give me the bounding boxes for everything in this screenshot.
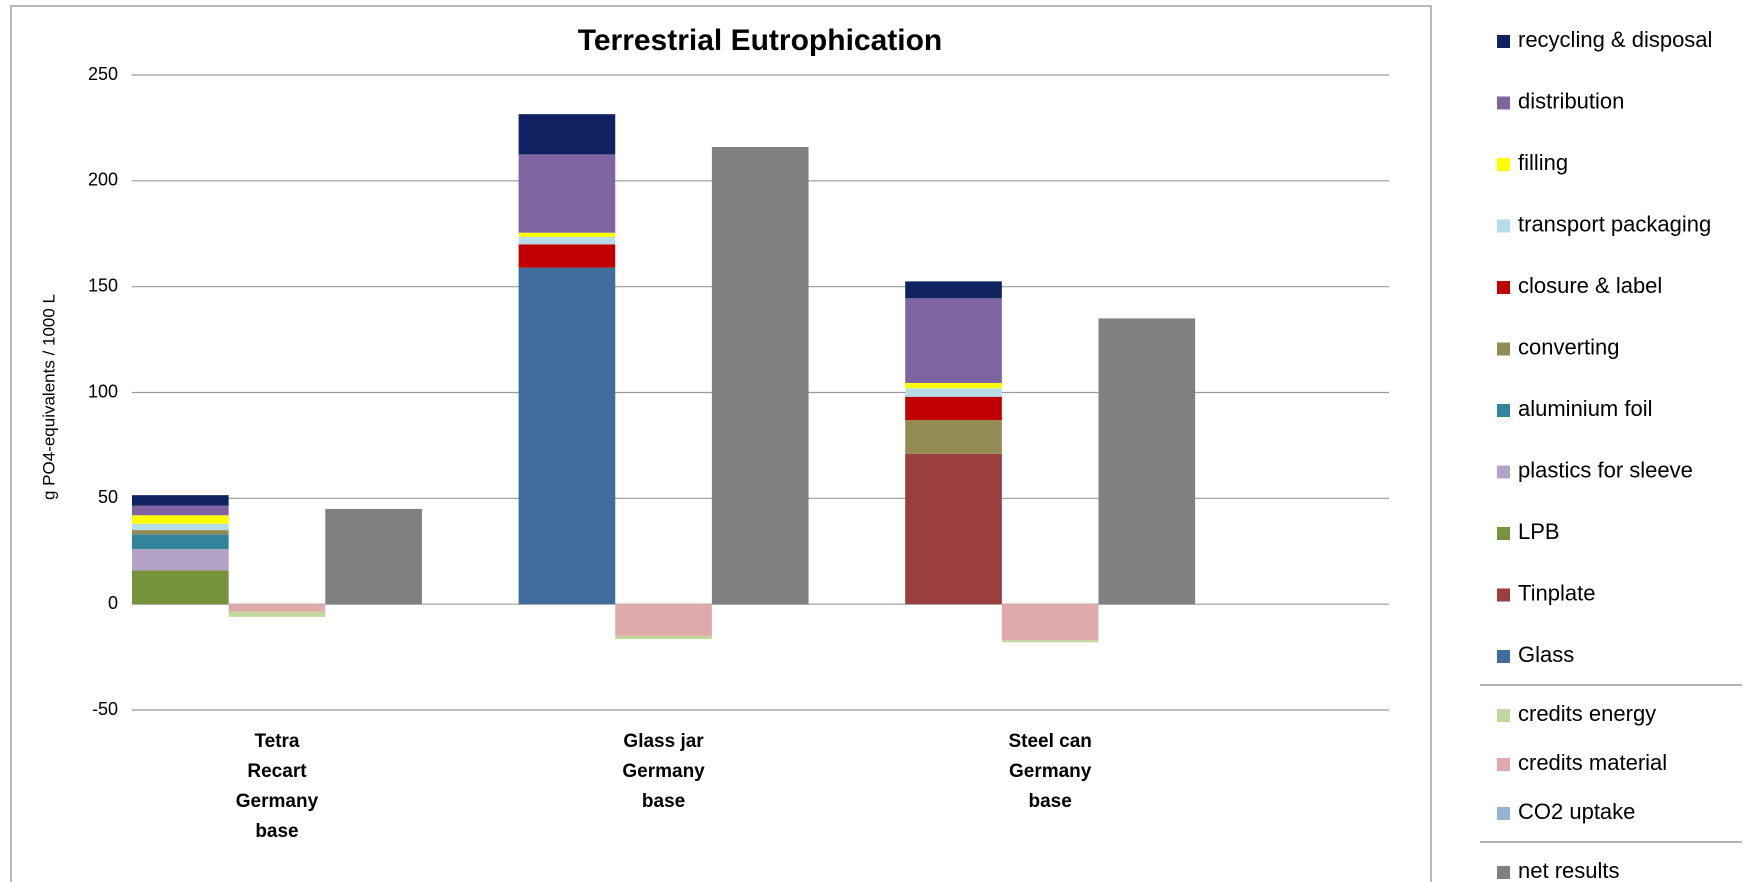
bar-segment — [518, 236, 616, 245]
legend-swatch — [1497, 342, 1510, 356]
bar-segment — [1001, 640, 1099, 643]
bar-segment — [518, 114, 616, 155]
bar-segment — [615, 604, 712, 636]
legend-swatch — [1497, 158, 1510, 171]
chart-border — [10, 5, 1432, 882]
legend-label: plastics for sleeve — [1518, 457, 1693, 482]
bar-segment — [132, 534, 229, 550]
bar-segment — [132, 515, 229, 524]
y-tick-label: 100 — [88, 381, 118, 401]
bar-segment — [518, 232, 616, 237]
x-tick-label: base — [642, 791, 685, 812]
legend-label: CO2 uptake — [1518, 799, 1635, 824]
x-tick-label: Steel can — [1008, 731, 1091, 752]
x-tick-label: Glass jar — [623, 731, 704, 752]
bar-segment — [132, 523, 229, 531]
chart-title: Terrestrial Eutrophication — [578, 24, 943, 57]
legend-label: converting — [1518, 334, 1620, 359]
legend-swatch — [1497, 219, 1510, 233]
y-tick-label: 200 — [88, 170, 118, 190]
legend-swatch — [1497, 96, 1510, 110]
bar-segment — [325, 508, 422, 605]
y-tick-label: -50 — [92, 699, 118, 719]
bar-segment — [518, 154, 616, 233]
legend-swatch — [1497, 807, 1510, 820]
legend-swatch — [1497, 588, 1510, 602]
x-tick-label: Germany — [1009, 761, 1092, 782]
x-tick-label: Germany — [236, 791, 319, 812]
bar-segment — [905, 453, 1002, 605]
y-tick-label: 50 — [98, 487, 118, 507]
bar-segment — [905, 388, 1002, 397]
legend-swatch — [1497, 650, 1510, 663]
legend-label: recycling & disposal — [1518, 27, 1712, 52]
legend-label: Tinplate — [1518, 580, 1595, 605]
legend-swatch — [1497, 465, 1510, 479]
bar-segment — [905, 420, 1002, 454]
bar-segment — [905, 382, 1002, 389]
legend-label: credits material — [1518, 750, 1667, 775]
legend-label: distribution — [1518, 88, 1624, 113]
bar-segment — [518, 267, 616, 605]
bar-segment — [132, 505, 229, 516]
legend-swatch — [1497, 281, 1510, 294]
legend-swatch — [1497, 709, 1510, 722]
bar-segment — [518, 244, 616, 268]
bar-segment — [1001, 604, 1099, 641]
legend-label: LPB — [1518, 519, 1560, 544]
bar-segment — [132, 530, 229, 535]
bar-segment — [615, 635, 712, 640]
y-tick-label: 150 — [88, 275, 118, 295]
bar-segment — [905, 281, 1002, 299]
legend-label: transport packaging — [1518, 211, 1711, 236]
x-tick-label: Recart — [247, 761, 307, 782]
legend-swatch — [1497, 404, 1510, 417]
bar-segment — [905, 298, 1002, 383]
bar-segment — [905, 396, 1002, 421]
legend-label: Glass — [1518, 642, 1574, 667]
bar-segment — [711, 146, 809, 605]
legend-label: aluminium foil — [1518, 396, 1653, 421]
x-tick-label: Tetra — [254, 731, 299, 752]
legend-swatch — [1497, 527, 1510, 540]
legend-swatch — [1497, 866, 1510, 879]
bar-segment — [132, 570, 229, 605]
legend-swatch — [1497, 35, 1510, 48]
x-tick-label: base — [1029, 791, 1072, 812]
bar-segment — [228, 611, 326, 617]
y-axis-label: g PO4-equivalents / 1000 L — [39, 294, 58, 500]
bar-segment — [132, 549, 229, 571]
legend-label: closure & label — [1518, 273, 1662, 298]
y-tick-label: 250 — [88, 64, 118, 84]
bar-segment — [1098, 318, 1196, 605]
x-tick-label: Germany — [622, 761, 705, 782]
x-tick-label: base — [255, 821, 298, 842]
bar-segment — [132, 495, 229, 506]
y-tick-label: 0 — [108, 593, 118, 613]
legend-label: credits energy — [1518, 701, 1656, 726]
bar-segment — [228, 604, 326, 612]
legend-label: filling — [1518, 150, 1568, 175]
legend-label: net results — [1518, 858, 1620, 882]
legend-swatch — [1497, 758, 1510, 771]
